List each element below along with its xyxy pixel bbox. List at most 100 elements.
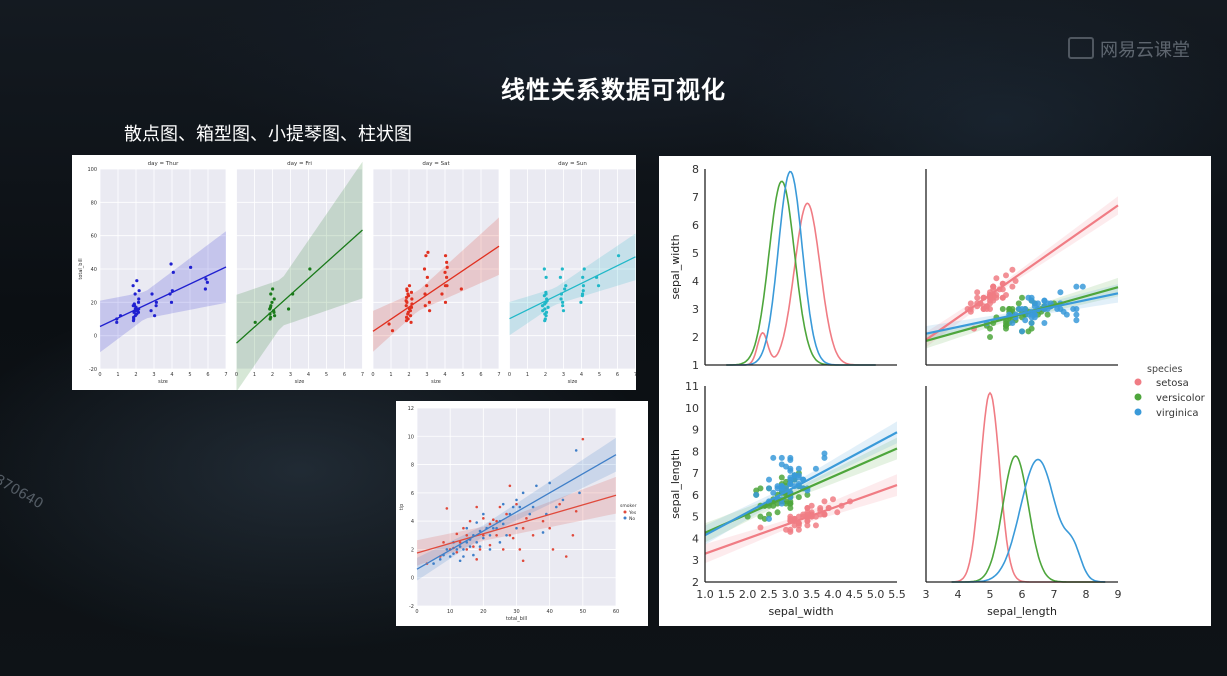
data-point-yes <box>571 533 575 537</box>
legend-label-no: No <box>629 516 635 522</box>
y-tick-label: 4 <box>411 519 414 525</box>
data-point-yes <box>551 548 555 551</box>
facet-title: day = Sat <box>422 161 450 167</box>
kde-curve-virginica <box>726 170 876 366</box>
data-point-versicolor <box>987 334 993 340</box>
data-point-versicolor <box>804 491 811 498</box>
facet-title: day = Sun <box>558 161 587 167</box>
data-point <box>444 275 449 279</box>
data-point-no <box>511 505 515 509</box>
x-tick-label: 4.0 <box>824 588 842 601</box>
x-tick-label: 2 <box>271 372 274 378</box>
data-point <box>425 275 429 279</box>
regression-line-virginica <box>704 431 898 537</box>
legend-marker-virginica <box>1134 408 1142 416</box>
data-point-no <box>458 559 462 563</box>
data-point-yes <box>498 505 502 509</box>
data-point-setosa <box>804 522 811 529</box>
regression-line-setosa <box>925 204 1119 341</box>
facet-3: day = Sat 0 1 2 3 4 5 6 7 size <box>371 161 500 385</box>
data-point <box>559 297 563 301</box>
x-tick-label: 4 <box>580 372 583 378</box>
data-point-virginica <box>1025 294 1032 301</box>
facet-4: day = Sun 0 1 2 3 4 5 6 7 size <box>508 161 636 385</box>
data-point-virginica <box>795 465 802 472</box>
data-point <box>543 319 547 323</box>
data-point-no <box>488 548 492 551</box>
data-point-virginica <box>812 465 819 472</box>
data-point-yes <box>442 541 445 544</box>
x-tick-label: 0 <box>371 372 374 378</box>
data-point-virginica <box>787 465 794 472</box>
data-point-setosa <box>974 289 981 296</box>
data-point-yes <box>475 558 478 561</box>
x-axis-label: total_bill <box>506 616 527 622</box>
x-tick-label: 5 <box>598 372 601 378</box>
kde-curve-setosa <box>951 391 1106 583</box>
data-point-no <box>432 562 435 565</box>
data-point-yes <box>475 505 478 509</box>
slide-title: 线性关系数据可视化 <box>501 76 726 104</box>
x-tick-label: 7 <box>361 372 364 378</box>
y-tick-label: 8 <box>411 463 414 469</box>
data-point-no <box>495 526 498 530</box>
data-point <box>409 290 414 294</box>
data-point <box>427 300 431 304</box>
data-point-setosa <box>787 526 794 533</box>
data-point <box>544 292 548 296</box>
x-tick-label: 8 <box>1083 588 1090 601</box>
data-point-setosa <box>757 524 764 531</box>
x-tick-label: 0 <box>235 372 238 378</box>
facet-chart-panel: day = Thur 0 1 2 3 4 5 6 7 size -20 0 20 40 60 80 100 tot… <box>72 155 636 390</box>
data-point-yes <box>505 512 508 516</box>
y-tick-label: -2 <box>409 604 414 610</box>
x-axis-label: sepal_width <box>768 605 833 618</box>
regression-line <box>509 256 636 320</box>
data-point-setosa <box>1009 266 1016 273</box>
y-tick-label: -20 <box>89 367 97 373</box>
data-point-no <box>482 536 485 540</box>
data-point <box>424 254 428 258</box>
data-point-versicolor <box>757 485 764 492</box>
data-point <box>582 267 586 271</box>
x-tick-label: 1 <box>116 372 119 378</box>
data-point-no <box>448 555 452 558</box>
iris-pairplot-svg: 1 2 3 4 5 6 7 8 sepal_width 2 3 4 5 6 7 8 9 10 11 1.0 1.5 2.0… <box>669 163 1206 618</box>
data-point <box>137 297 141 301</box>
data-point-yes <box>508 484 512 488</box>
data-point-no <box>518 505 522 509</box>
x-axis-label: size <box>295 379 305 385</box>
data-point-yes <box>468 519 472 523</box>
data-point-yes <box>521 526 525 530</box>
data-point-virginica <box>1073 283 1080 290</box>
data-point-no <box>452 552 455 555</box>
data-point <box>204 277 208 281</box>
data-point-virginica <box>766 515 772 522</box>
data-point-no <box>465 526 469 530</box>
data-point-virginica <box>1041 320 1048 326</box>
y-tick-label: 3 <box>692 554 699 567</box>
data-point-no <box>555 505 558 509</box>
x-tick-label: 60 <box>613 609 619 615</box>
kde-sepal-width: 1 2 3 4 5 6 7 8 sepal_width <box>669 163 897 372</box>
legend-marker-yes <box>623 510 627 514</box>
data-point-no <box>475 541 478 544</box>
data-point <box>581 275 585 279</box>
data-point-versicolor <box>1028 325 1035 332</box>
y-tick-label: 5 <box>692 247 699 260</box>
x-tick-label: 9 <box>1115 588 1122 601</box>
data-point-no <box>498 541 502 544</box>
x-tick-label: 5 <box>461 372 464 378</box>
x-tick-label: 30 <box>513 609 519 615</box>
data-point-yes <box>518 548 522 551</box>
data-point-setosa <box>980 306 987 312</box>
data-point-virginica <box>1073 317 1080 324</box>
x-tick-label: 1 <box>253 372 256 378</box>
data-point <box>269 292 273 296</box>
legend-label-virginica: virginica <box>1156 408 1199 419</box>
data-point <box>445 260 449 264</box>
regression-line <box>372 245 500 332</box>
data-point-yes <box>495 533 498 537</box>
